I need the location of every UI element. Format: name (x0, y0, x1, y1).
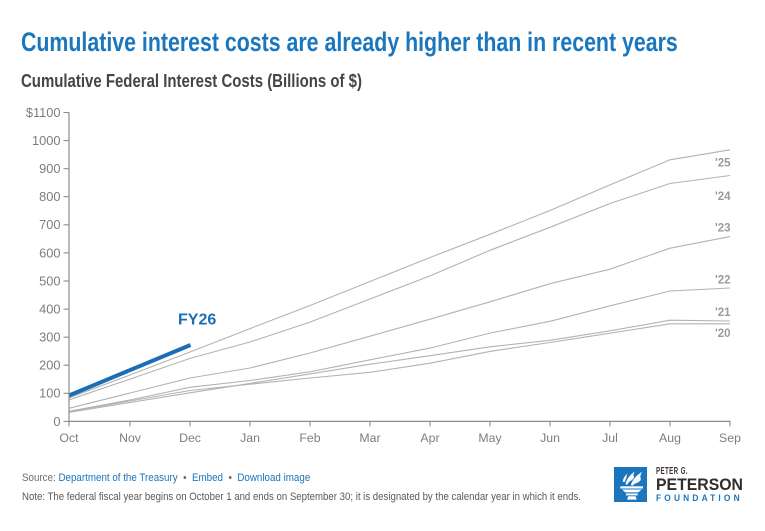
svg-text:FY26: FY26 (178, 312, 216, 329)
svg-text:800: 800 (39, 189, 60, 204)
svg-text:1000: 1000 (32, 133, 60, 148)
svg-text:Mar: Mar (359, 431, 380, 445)
svg-text:'25: '25 (715, 158, 731, 170)
svg-text:Dec: Dec (179, 431, 201, 445)
svg-text:900: 900 (39, 161, 60, 176)
svg-text:Oct: Oct (59, 431, 79, 445)
svg-text:'24: '24 (715, 191, 731, 203)
svg-text:500: 500 (39, 273, 60, 288)
svg-text:Sep: Sep (719, 431, 741, 445)
svg-text:Jun: Jun (540, 431, 560, 445)
svg-text:0: 0 (53, 414, 60, 429)
svg-text:600: 600 (39, 245, 60, 260)
svg-text:'20: '20 (715, 328, 731, 340)
svg-text:'23: '23 (715, 223, 731, 235)
svg-text:Nov: Nov (119, 431, 142, 445)
svg-text:400: 400 (39, 302, 60, 317)
svg-text:Apr: Apr (420, 431, 439, 445)
svg-text:200: 200 (39, 358, 60, 373)
svg-text:$1100: $1100 (26, 105, 61, 120)
svg-text:'21: '21 (715, 307, 731, 319)
svg-text:300: 300 (39, 330, 60, 345)
svg-text:Jan: Jan (240, 431, 260, 445)
svg-text:700: 700 (39, 217, 60, 232)
svg-text:May: May (478, 431, 502, 445)
svg-text:Aug: Aug (659, 431, 681, 445)
svg-text:'22: '22 (715, 275, 731, 287)
svg-text:100: 100 (39, 386, 60, 401)
svg-text:Jul: Jul (602, 431, 618, 445)
svg-text:Feb: Feb (299, 431, 320, 445)
